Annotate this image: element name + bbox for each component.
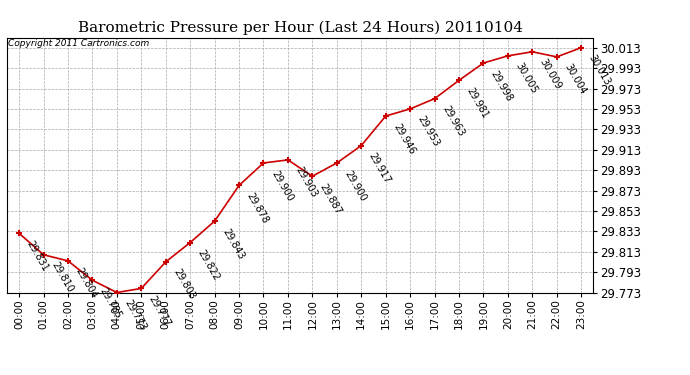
Text: 30.013: 30.013: [586, 53, 612, 87]
Text: 29.804: 29.804: [74, 266, 99, 301]
Text: 29.773: 29.773: [122, 298, 148, 333]
Text: 29.963: 29.963: [440, 104, 466, 138]
Text: 29.777: 29.777: [147, 294, 172, 328]
Title: Barometric Pressure per Hour (Last 24 Hours) 20110104: Barometric Pressure per Hour (Last 24 Ho…: [78, 21, 522, 35]
Text: 29.981: 29.981: [464, 86, 490, 120]
Text: 29.946: 29.946: [391, 122, 417, 156]
Text: 30.005: 30.005: [513, 62, 539, 96]
Text: 29.843: 29.843: [220, 226, 246, 261]
Text: 29.810: 29.810: [49, 260, 75, 294]
Text: 29.878: 29.878: [245, 191, 270, 225]
Text: 30.004: 30.004: [562, 62, 588, 96]
Text: 29.900: 29.900: [342, 168, 368, 203]
Text: Copyright 2011 Cartronics.com: Copyright 2011 Cartronics.com: [8, 39, 149, 48]
Text: 29.822: 29.822: [196, 248, 221, 282]
Text: 29.998: 29.998: [489, 69, 515, 103]
Text: 30.009: 30.009: [538, 57, 563, 92]
Text: 29.831: 29.831: [25, 239, 50, 273]
Text: 29.903: 29.903: [293, 165, 319, 200]
Text: 29.803: 29.803: [171, 267, 197, 302]
Text: 29.917: 29.917: [367, 151, 393, 186]
Text: 29.953: 29.953: [415, 114, 442, 149]
Text: 29.785: 29.785: [98, 286, 124, 320]
Text: 29.900: 29.900: [269, 168, 295, 203]
Text: 29.887: 29.887: [318, 182, 344, 216]
